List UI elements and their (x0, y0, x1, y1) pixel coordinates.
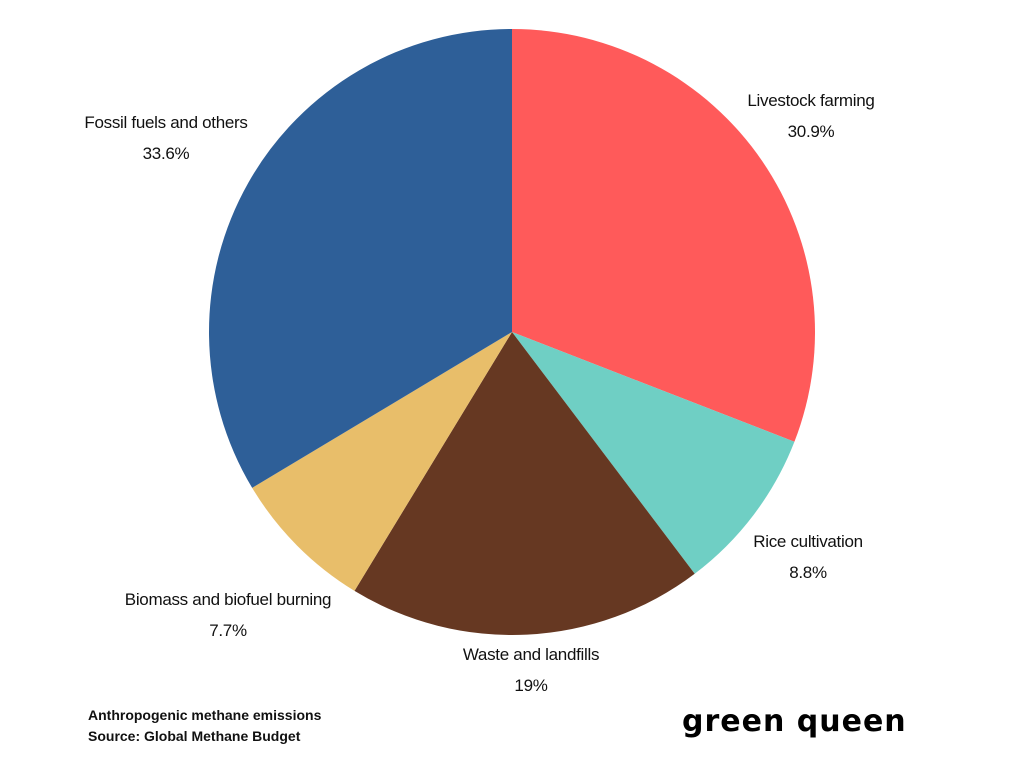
slice-label-waste: Waste and landfills 19% (462, 639, 600, 701)
green-queen-logo: green queen (682, 704, 907, 739)
pie-slice-livestock-farming (512, 29, 815, 442)
chart-source: Source: Global Methane Budget (88, 728, 301, 744)
pie-slice-waste-and-landfills (354, 332, 695, 635)
chart-footer: Anthropogenic methane emissions Source: … (88, 705, 321, 747)
slice-name: Rice cultivation (753, 532, 863, 551)
slice-label-fossil: Fossil fuels and others 33.6% (84, 107, 247, 169)
slice-value: 7.7% (209, 621, 247, 640)
slice-value: 8.8% (789, 563, 827, 582)
chart-caption: Anthropogenic methane emissions (88, 707, 322, 723)
slice-value: 33.6% (142, 144, 190, 163)
slice-value: 19% (514, 676, 548, 695)
slice-name: Biomass and biofuel burning (124, 590, 332, 609)
slice-label-biomass: Biomass and biofuel burning 7.7% (124, 584, 332, 646)
slice-label-livestock: Livestock farming 30.9% (747, 85, 874, 147)
pie-slice-rice-cultivation (512, 332, 795, 574)
slice-value: 30.9% (787, 122, 835, 141)
slice-name: Fossil fuels and others (84, 113, 248, 132)
slice-name: Livestock farming (747, 91, 875, 110)
pie-slice-biomass-and-biofuel-burning (252, 332, 512, 591)
slice-label-rice: Rice cultivation 8.8% (753, 526, 863, 588)
pie-slice-fossil-fuels-and-others (208, 29, 512, 488)
slice-name: Waste and landfills (462, 645, 600, 664)
